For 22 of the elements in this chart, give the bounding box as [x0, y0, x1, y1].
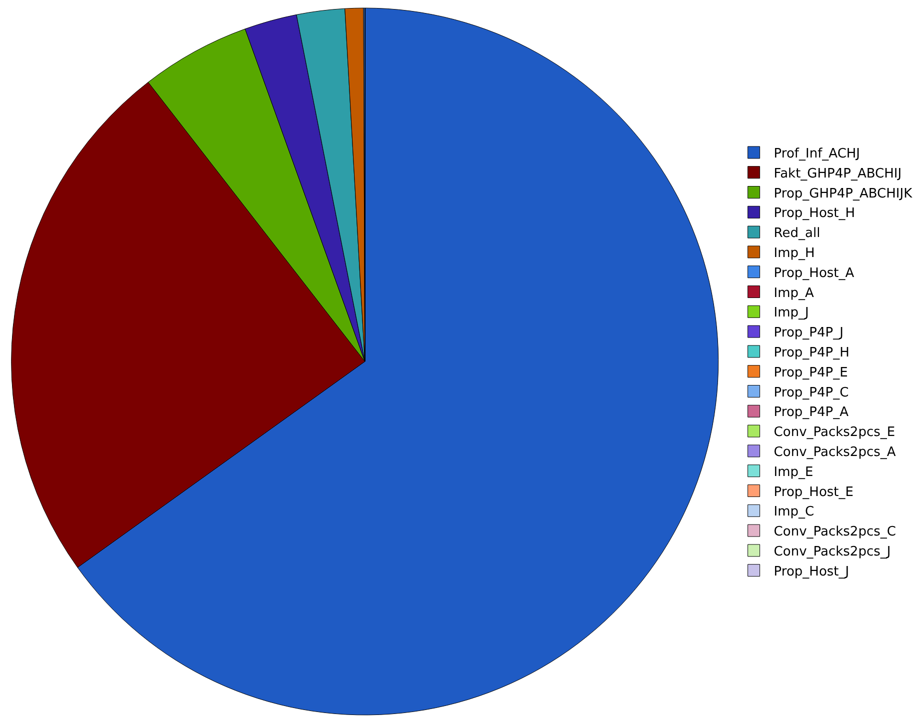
- legend-label: Prof_Inf_ACHJ: [774, 146, 860, 162]
- legend-label: Imp_C: [774, 504, 814, 520]
- legend-label: Conv_Packs2pcs_C: [774, 524, 896, 540]
- legend-label: Conv_Packs2pcs_E: [774, 425, 896, 440]
- legend-label: Prop_P4P_H: [774, 346, 850, 361]
- legend-label: Prop_P4P_J: [774, 326, 844, 341]
- legend-label: Prop_Host_E: [774, 484, 854, 500]
- legend-label: Prop_P4P_E: [774, 365, 848, 380]
- legend-label: Prop_Host_A: [774, 266, 854, 281]
- legend-label: Prop_Host_H: [774, 206, 856, 222]
- legend-label: Imp_E: [774, 464, 814, 480]
- legend-label: Prop_GHP4P_ABCHIJK: [774, 186, 913, 202]
- legend-label: Prop_P4P_C: [774, 385, 849, 400]
- legend-label: Fakt_GHP4P_ABCHIJ: [774, 166, 902, 182]
- legend-label: Conv_Packs2pcs_A: [774, 445, 896, 460]
- legend-label: Conv_Packs2pcs_J: [774, 544, 891, 560]
- legend-label: Imp_A: [774, 286, 814, 301]
- legend-label: Red_all: [774, 226, 820, 242]
- legend-label: Imp_H: [774, 246, 815, 262]
- legend-label: Prop_Host_J: [774, 564, 850, 580]
- legend-label: Prop_P4P_A: [774, 405, 849, 420]
- legend-label: Imp_J: [774, 306, 809, 321]
